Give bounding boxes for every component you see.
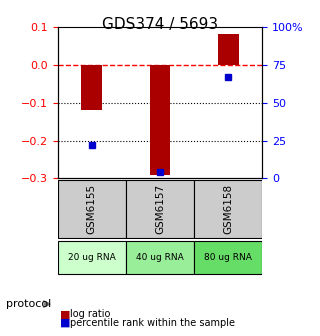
FancyBboxPatch shape <box>126 241 194 274</box>
Text: GSM6157: GSM6157 <box>155 184 165 234</box>
Text: 40 ug RNA: 40 ug RNA <box>136 253 184 262</box>
Text: GDS374 / 5693: GDS374 / 5693 <box>102 17 218 32</box>
Text: ■: ■ <box>60 318 71 328</box>
FancyBboxPatch shape <box>195 180 262 238</box>
Text: 80 ug RNA: 80 ug RNA <box>204 253 252 262</box>
Text: 20 ug RNA: 20 ug RNA <box>68 253 116 262</box>
Text: GSM6155: GSM6155 <box>87 184 97 234</box>
Text: protocol: protocol <box>6 299 52 309</box>
Bar <box>218 35 238 65</box>
Text: ■: ■ <box>60 309 71 319</box>
Bar <box>82 65 102 110</box>
FancyBboxPatch shape <box>58 241 125 274</box>
Text: GSM6158: GSM6158 <box>223 184 233 234</box>
Text: log ratio: log ratio <box>70 309 111 319</box>
FancyBboxPatch shape <box>58 180 125 238</box>
FancyBboxPatch shape <box>126 180 194 238</box>
Bar <box>150 65 170 175</box>
Text: percentile rank within the sample: percentile rank within the sample <box>70 318 236 328</box>
FancyBboxPatch shape <box>195 241 262 274</box>
